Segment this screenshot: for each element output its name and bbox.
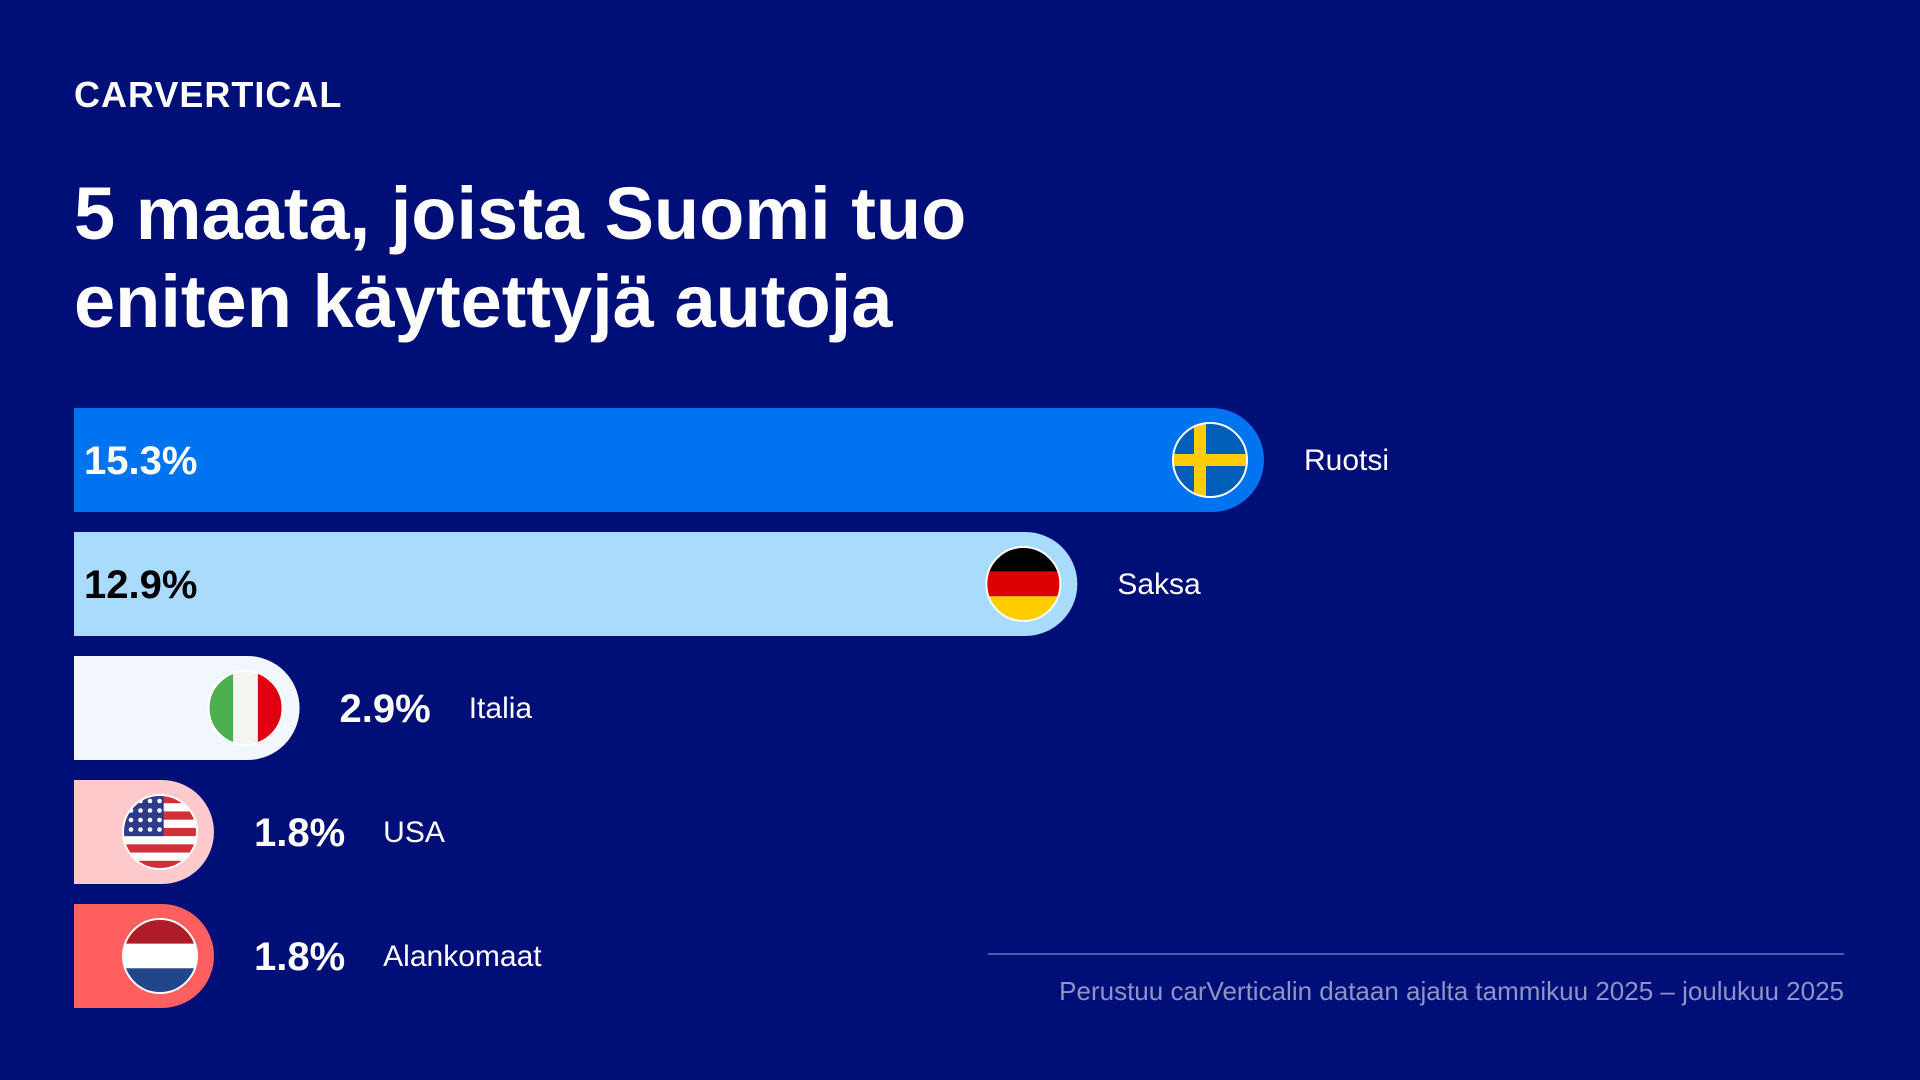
- germany-flag-icon: [986, 547, 1061, 621]
- footer-divider: [988, 953, 1844, 955]
- value-label: 12.9%: [84, 563, 197, 607]
- carvertical-logo: CARVERTICAL: [74, 74, 343, 115]
- bar-ruotsi: [74, 408, 1264, 512]
- sweden-flag-icon: [1173, 423, 1247, 497]
- chart-title: 5 maata, joista Suomi tuo eniten käytett…: [74, 170, 1174, 346]
- title-line-1: 5 maata, joista Suomi tuo: [74, 172, 967, 255]
- flag-ring: [122, 794, 198, 870]
- bar-saksa: [74, 532, 1078, 636]
- category-label: USA: [383, 816, 445, 849]
- source-note: Perustuu carVerticalin dataan ajalta tam…: [1059, 976, 1844, 1006]
- category-label: Alankomaat: [383, 940, 542, 973]
- value-label: 1.8%: [254, 811, 345, 855]
- flag-ring: [207, 670, 284, 746]
- value-label: 15.3%: [84, 439, 197, 483]
- flag-ring: [122, 918, 198, 994]
- flag-ring: [985, 546, 1062, 622]
- value-label: 1.8%: [254, 935, 345, 979]
- value-label: 2.9%: [340, 687, 431, 731]
- category-label: Italia: [469, 692, 533, 725]
- category-label: Saksa: [1117, 568, 1201, 601]
- usa-flag-icon: [123, 795, 197, 869]
- category-label: Ruotsi: [1304, 444, 1389, 477]
- flag-ring: [1172, 422, 1248, 498]
- title-line-2: eniten käytettyjä autoja: [74, 260, 893, 343]
